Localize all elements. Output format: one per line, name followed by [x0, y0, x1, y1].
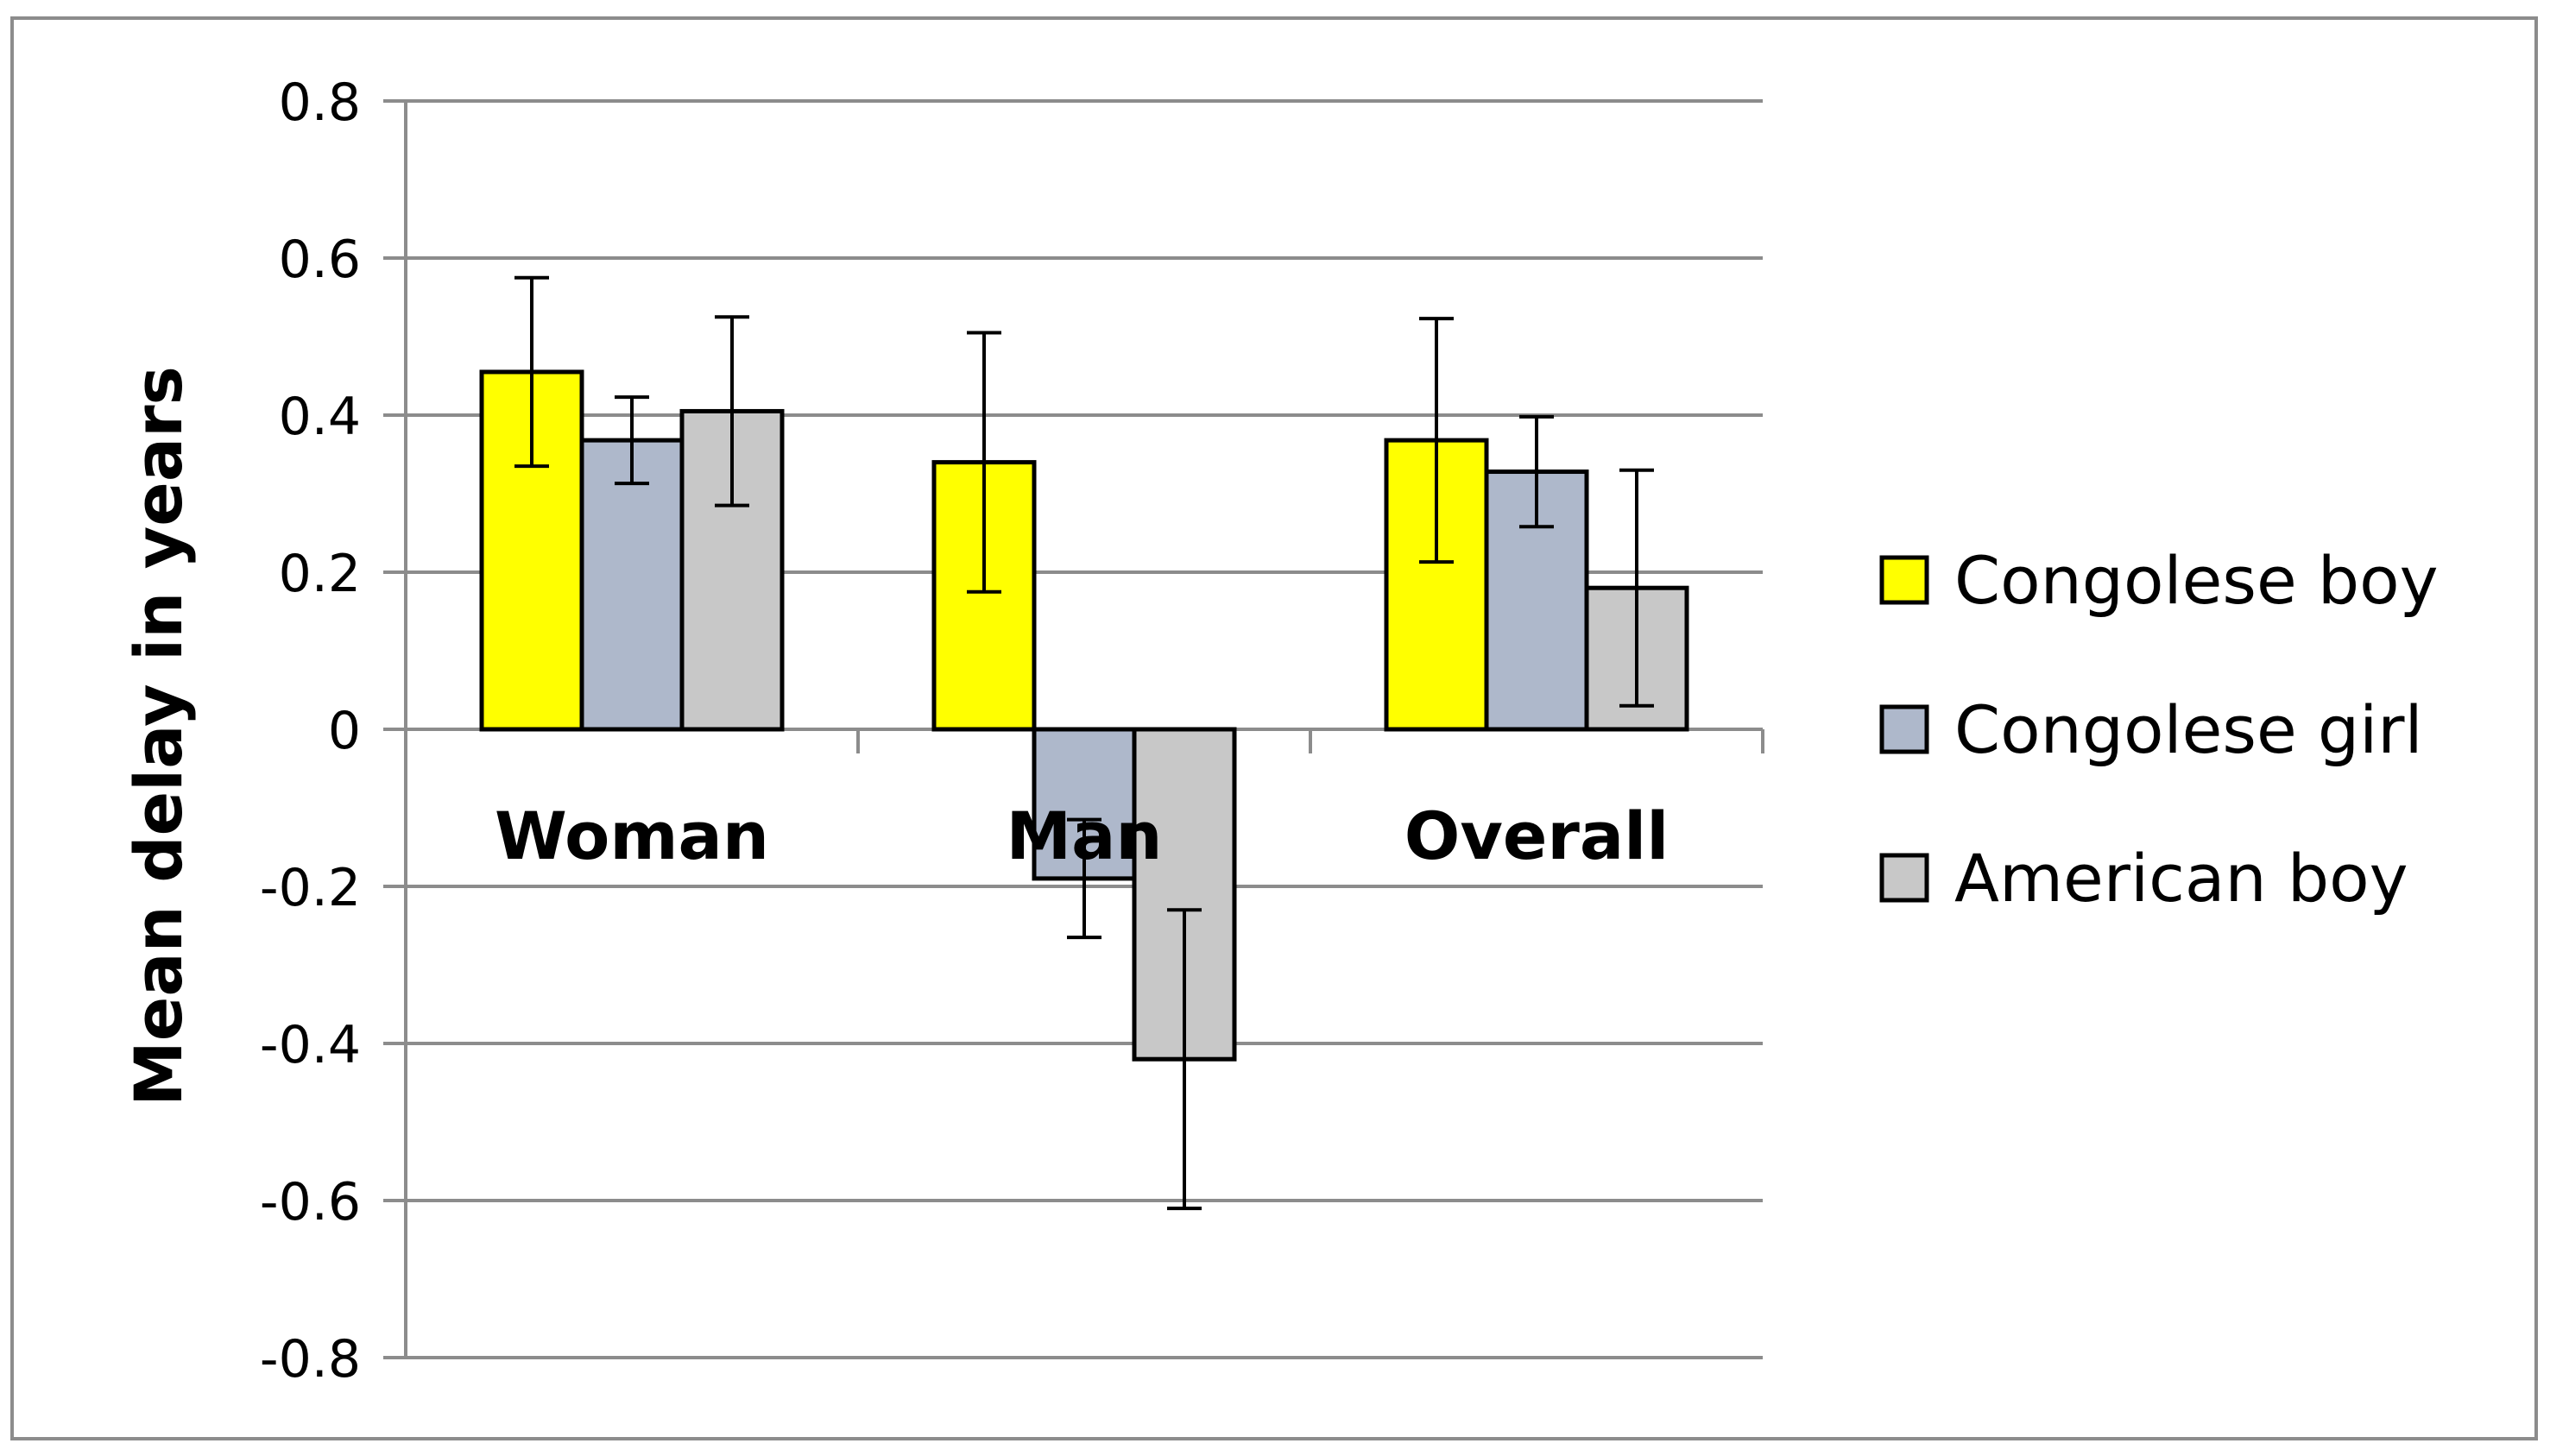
legend-swatch	[1879, 704, 1929, 754]
legend-label: American boy	[1954, 840, 2408, 917]
y-tick-label: 0	[328, 701, 361, 761]
legend-label: Congolese boy	[1954, 542, 2439, 619]
y-tick-label: 0.6	[279, 230, 361, 290]
x-category-label: Woman	[495, 797, 769, 874]
axis-labels: 0.8 0.6 0.4 0.2 0 -0.2 -0.4 -0.6 -0.8 Woman Man Ove…	[260, 72, 1669, 1390]
y-tick-label: -0.8	[260, 1329, 361, 1390]
y-tick-label: 0.8	[279, 72, 361, 133]
legend-swatch	[1879, 853, 1929, 903]
y-axis-title: Mean delay in years	[120, 366, 197, 1106]
y-tick-label: -0.4	[260, 1015, 361, 1075]
y-tick-label: -0.6	[260, 1172, 361, 1232]
x-category-label: Overall	[1404, 797, 1669, 874]
y-tick-label: -0.2	[260, 858, 361, 918]
error-bars	[514, 275, 1654, 1211]
x-category-label: Man	[1006, 797, 1162, 874]
bars	[479, 369, 1689, 1062]
y-tick-label: 0.2	[279, 544, 361, 604]
y-tick-label: 0.4	[279, 387, 361, 447]
legend: Congolese boy Congolese girl American boy	[1879, 542, 2439, 917]
legend-swatch	[1879, 555, 1929, 605]
legend-label: Congolese girl	[1954, 691, 2423, 768]
